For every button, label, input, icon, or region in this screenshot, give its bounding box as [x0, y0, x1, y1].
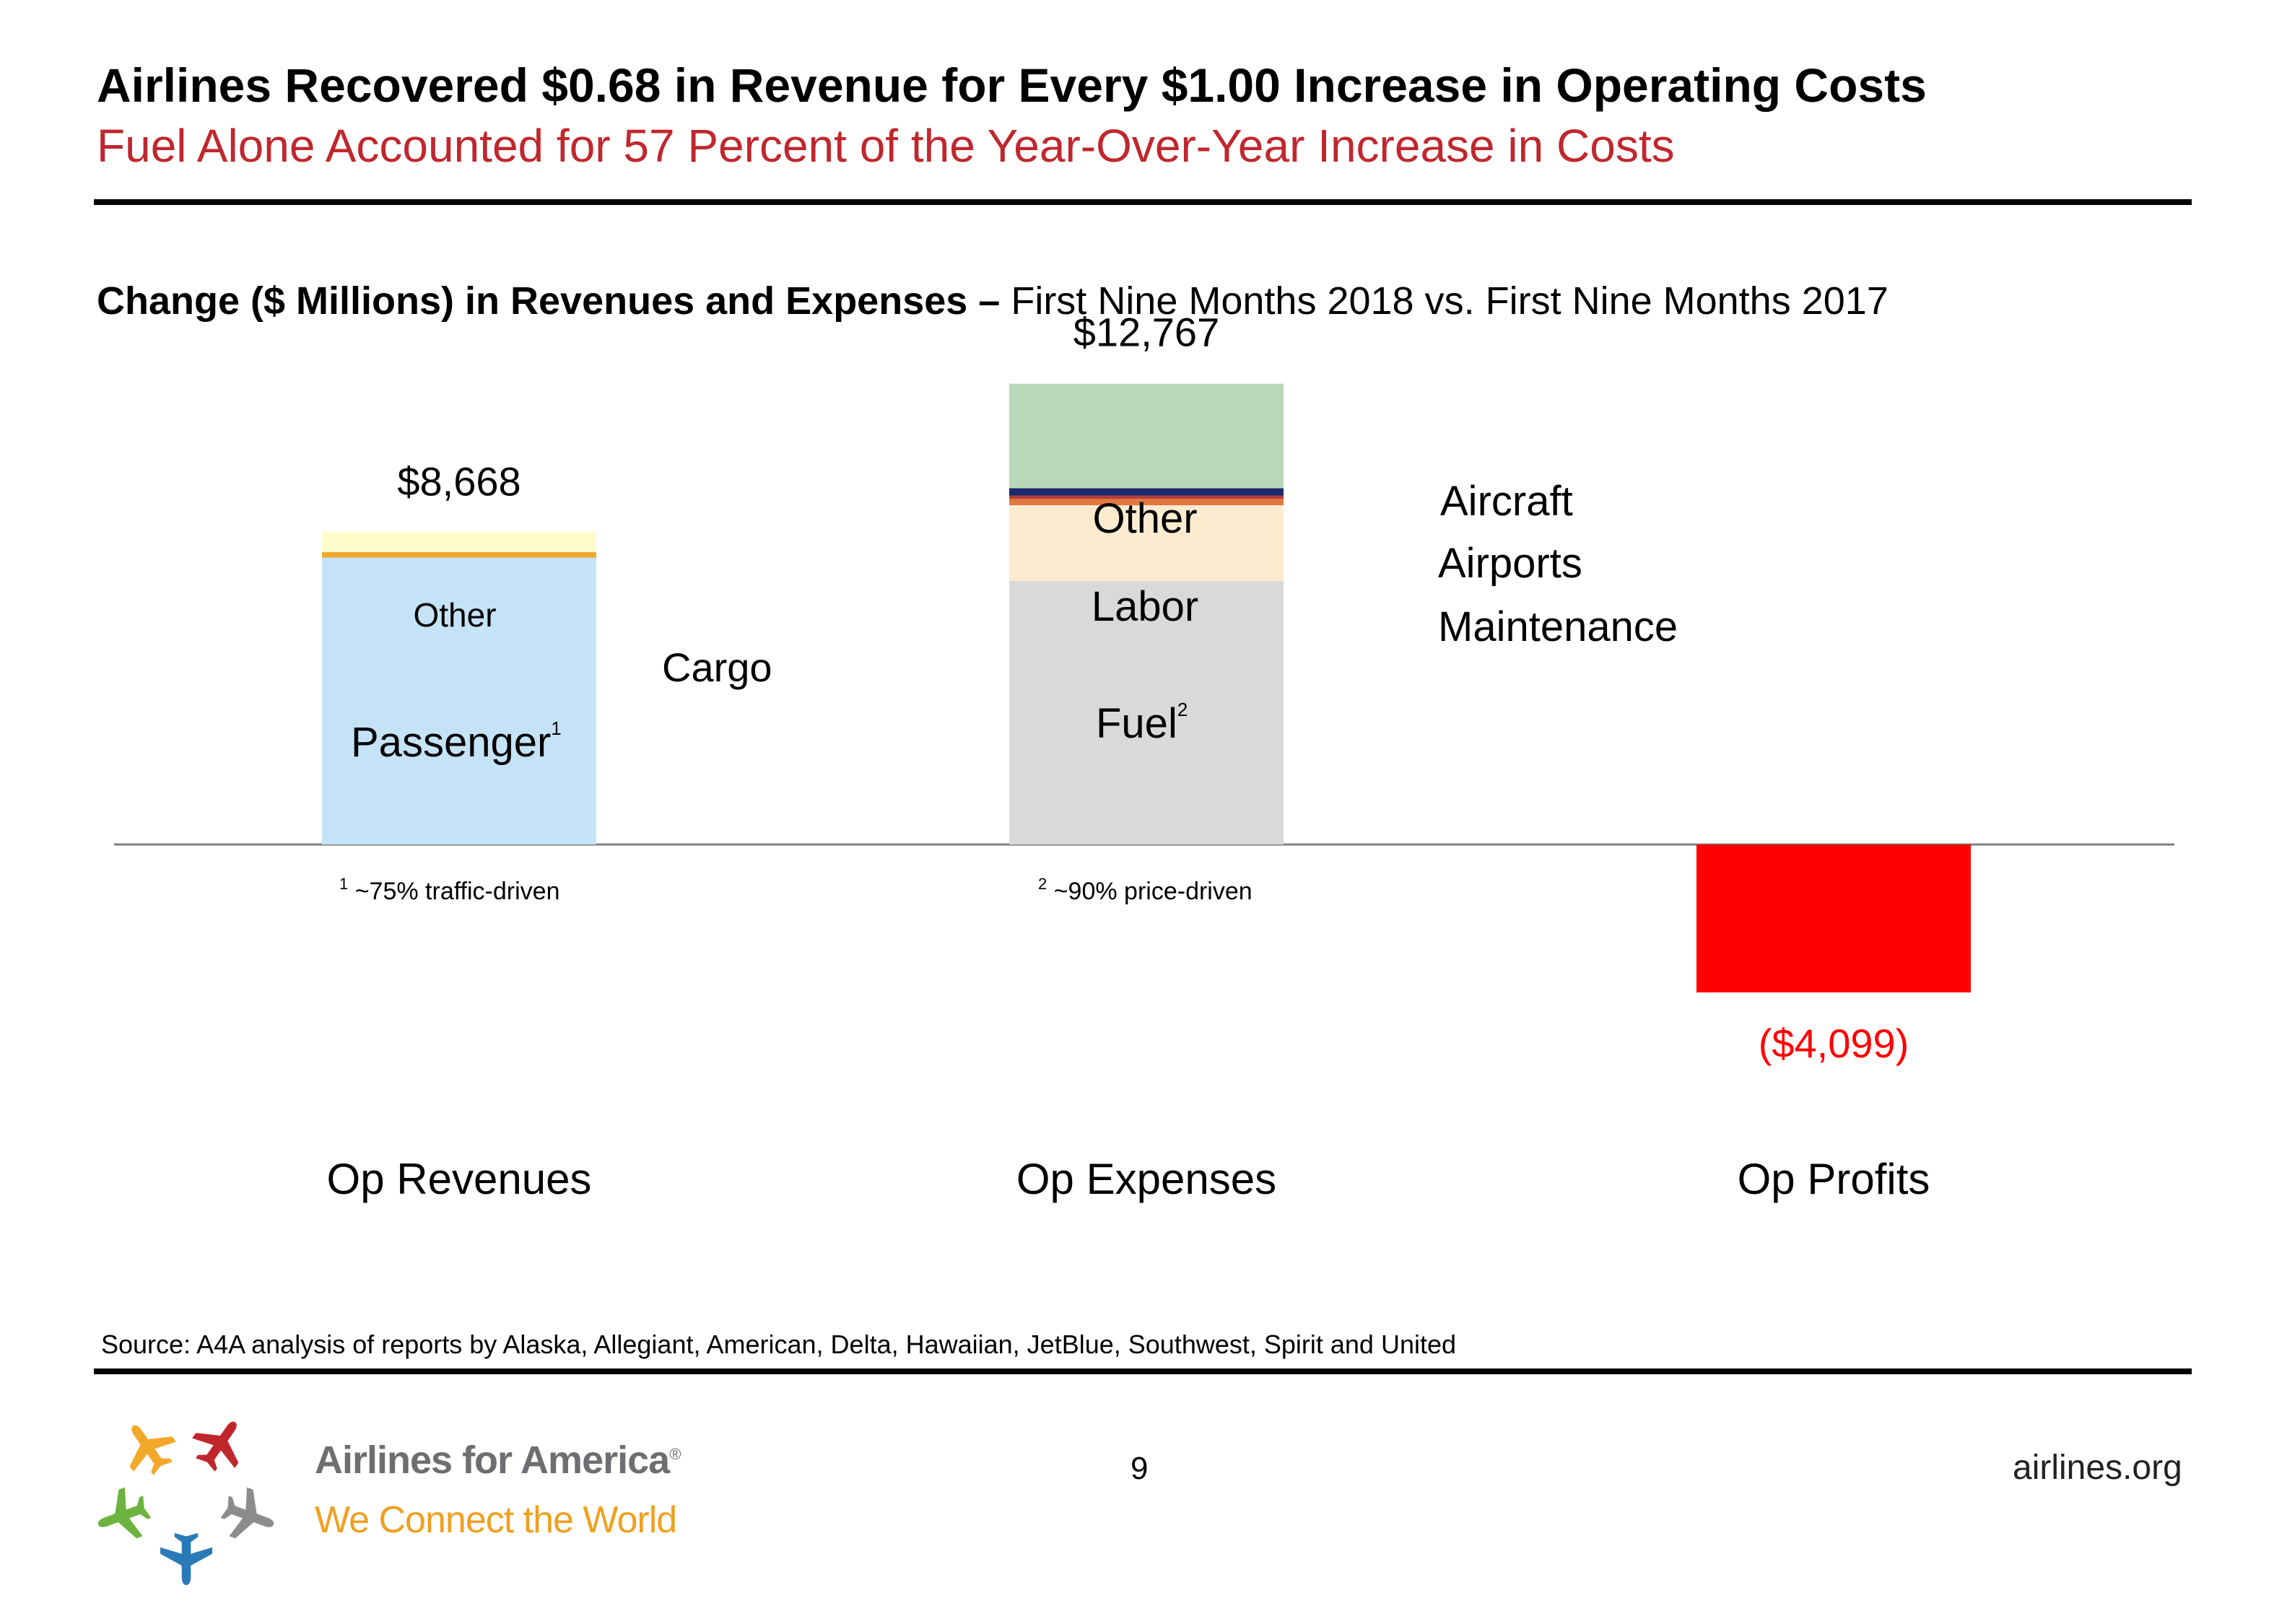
- chart-heading-bold: Change ($ Millions) in Revenues and Expe…: [97, 279, 1001, 323]
- label-passenger-text: Passenger: [351, 719, 551, 766]
- footnote-1-mark: 1: [339, 875, 348, 893]
- bar-maintenance: [1009, 499, 1284, 505]
- total-label-profits: ($4,099): [1759, 1021, 1909, 1066]
- page-subtitle: Fuel Alone Accounted for 57 Percent of t…: [97, 120, 1675, 172]
- chart-heading: Change ($ Millions) in Revenues and Expe…: [97, 279, 1889, 323]
- plane-green-icon: [89, 1482, 157, 1550]
- plane-orange-icon: [111, 1410, 185, 1484]
- label-passenger-note: 1: [551, 717, 561, 739]
- footnote-2: 2 ~90% price-driven: [1038, 875, 1253, 905]
- airlines-for-america-logo: [89, 1407, 283, 1585]
- total-label-revenues: $8,668: [397, 459, 520, 505]
- bar-expense-other: [1009, 383, 1284, 489]
- label-fuel: Fuel2: [1096, 699, 1188, 747]
- chart-heading-normal: First Nine Months 2018 vs. First Nine Mo…: [1000, 279, 1889, 323]
- brand-tagline: We Connect the World: [315, 1499, 677, 1541]
- footnote-2-text: ~90% price-driven: [1047, 878, 1252, 905]
- plane-red-icon: [183, 1407, 257, 1480]
- plane-blue-icon: [160, 1533, 212, 1585]
- footnote-1: 1 ~75% traffic-driven: [339, 875, 559, 905]
- bar-passenger: [322, 557, 596, 844]
- bar-revenue-other: [322, 531, 596, 552]
- footer-rule: [94, 1368, 2192, 1374]
- label-fuel-note: 2: [1177, 699, 1188, 720]
- label-expense-other: Other: [1092, 495, 1197, 542]
- bar-cargo: [322, 552, 596, 558]
- footer-site-link[interactable]: airlines.org: [2013, 1449, 2182, 1487]
- header-rule: [94, 199, 2192, 205]
- waterfall-chart: $8,668 $12,767 ($4,099) Passenger1 Other…: [114, 310, 2174, 1203]
- brand-name: Airlines for America®: [315, 1438, 681, 1483]
- footnote-1-text: ~75% traffic-driven: [348, 878, 559, 905]
- label-passenger: Passenger1: [351, 717, 562, 766]
- page-number: 9: [1131, 1451, 1149, 1486]
- bar-aircraft: [1009, 488, 1284, 496]
- bar-fuel: [1009, 581, 1284, 844]
- label-fuel-text: Fuel: [1096, 700, 1177, 747]
- page-title: Airlines Recovered $0.68 in Revenue for …: [97, 58, 1927, 112]
- label-labor: Labor: [1092, 583, 1198, 630]
- brand-trademark: ®: [669, 1445, 681, 1463]
- label-maintenance: Maintenance: [1438, 603, 1678, 650]
- plane-gray-icon: [215, 1482, 283, 1550]
- label-aircraft: Aircraft: [1440, 478, 1573, 525]
- bar-profit: [1696, 844, 1971, 992]
- brand-name-text: Airlines for America: [315, 1439, 670, 1482]
- label-cargo: Cargo: [662, 645, 772, 690]
- category-label-revenues: Op Revenues: [327, 1155, 592, 1203]
- source-note: Source: A4A analysis of reports by Alask…: [101, 1330, 1457, 1359]
- label-airports: Airports: [1438, 540, 1582, 587]
- total-label-expenses: $12,767: [1073, 310, 1219, 355]
- category-label-profits: Op Profits: [1738, 1155, 1930, 1203]
- footnote-2-mark: 2: [1038, 875, 1047, 893]
- bar-labor: [1009, 505, 1284, 581]
- label-revenue-other: Other: [413, 596, 496, 634]
- category-label-expenses: Op Expenses: [1016, 1155, 1276, 1203]
- bar-airports: [1009, 495, 1284, 499]
